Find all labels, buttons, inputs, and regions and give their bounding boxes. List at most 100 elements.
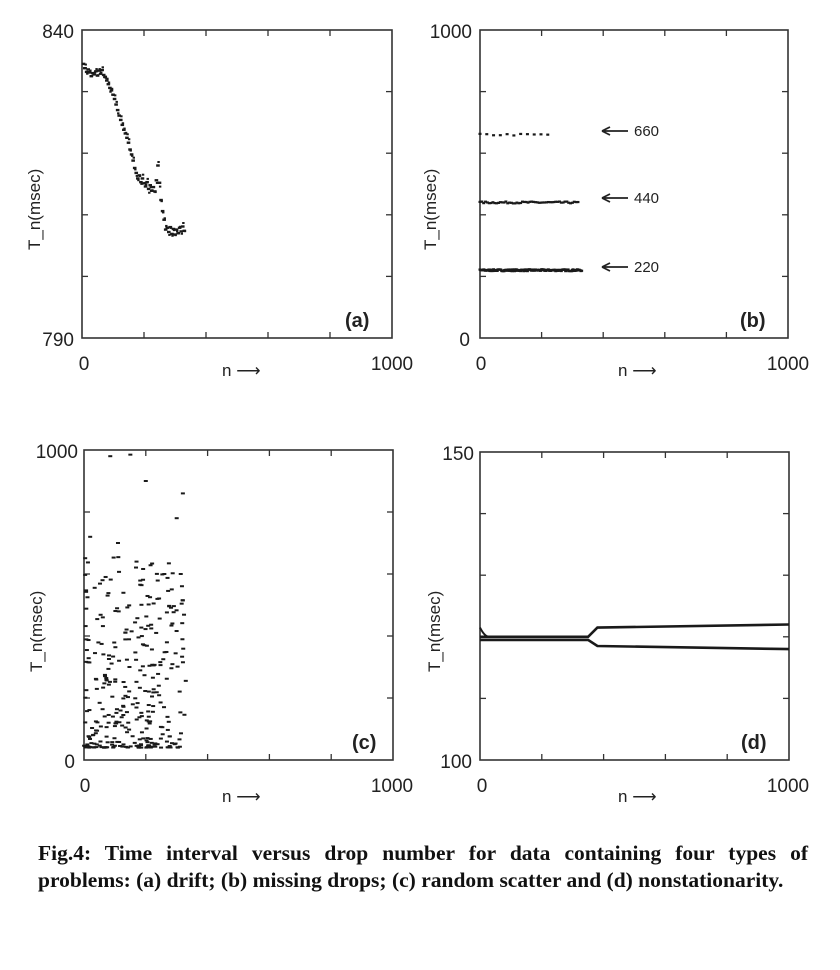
data-lines	[479, 623, 790, 651]
data-point	[489, 201, 493, 205]
data-point	[145, 594, 150, 597]
data-point	[117, 112, 120, 115]
data-point	[154, 572, 159, 575]
data-point	[146, 704, 151, 707]
data-point	[139, 731, 144, 734]
data-point	[98, 72, 103, 75]
figure-caption: Fig.4: Time interval versus drop number …	[38, 841, 808, 892]
data-point	[126, 746, 131, 749]
outlier-point	[162, 573, 167, 575]
data-point	[123, 127, 126, 130]
data-point	[174, 609, 179, 612]
data-point	[143, 181, 146, 184]
data-point	[178, 573, 183, 576]
data-point	[89, 742, 94, 745]
data-point	[103, 75, 108, 79]
data-point	[123, 694, 128, 697]
data-point	[84, 638, 89, 641]
data-point	[127, 638, 132, 641]
data-point	[180, 661, 185, 664]
data-point	[142, 674, 147, 677]
data-point	[113, 722, 118, 725]
data-point	[576, 200, 580, 204]
x-min-label: 0	[79, 354, 90, 375]
data-point	[118, 114, 122, 117]
data-point	[132, 156, 135, 159]
data-point	[145, 180, 149, 184]
data-point	[158, 701, 163, 704]
data-point	[144, 644, 149, 647]
data-point	[500, 201, 504, 204]
data-point	[175, 746, 180, 749]
data-point	[83, 625, 88, 628]
data-point	[165, 728, 170, 731]
data-point	[160, 726, 165, 729]
data-points	[82, 453, 188, 749]
data-point	[168, 746, 173, 749]
data-point	[121, 591, 126, 594]
data-point	[180, 225, 185, 228]
y-min-label: 790	[42, 330, 74, 351]
data-point	[110, 741, 115, 744]
data-point	[101, 653, 106, 656]
data-point	[174, 630, 179, 633]
data-point	[126, 133, 129, 136]
data-point	[177, 738, 182, 741]
data-point	[502, 201, 506, 204]
data-point	[124, 711, 129, 714]
data-point	[180, 232, 184, 235]
data-point	[86, 639, 91, 642]
data-point	[85, 710, 90, 713]
data-point	[160, 209, 165, 213]
data-point	[84, 63, 87, 66]
data-point	[95, 68, 98, 71]
data-point	[559, 201, 563, 204]
data-point	[96, 74, 100, 77]
data-point	[487, 202, 491, 205]
data-point	[138, 579, 143, 582]
x-axis-label-text: n	[222, 787, 231, 806]
data-point	[110, 715, 115, 718]
data-point	[149, 745, 154, 748]
data-point	[146, 710, 151, 713]
data-point	[509, 201, 513, 204]
data-point	[517, 202, 521, 205]
y-axis-label: T_n(msec)	[421, 169, 440, 250]
data-point	[117, 659, 122, 662]
data-point	[148, 184, 152, 187]
data-point	[106, 721, 111, 724]
data-point	[163, 217, 166, 220]
data-point	[106, 667, 111, 670]
data-point	[123, 726, 128, 729]
data-point	[567, 201, 571, 204]
data-point	[114, 711, 119, 714]
plot-frame	[479, 29, 789, 339]
data-point	[89, 69, 92, 72]
data-point	[129, 153, 134, 156]
data-point	[570, 270, 574, 273]
x-min-label: 0	[476, 354, 487, 375]
data-point	[157, 617, 162, 620]
data-point	[565, 200, 569, 203]
data-point	[146, 177, 149, 180]
data-point	[87, 709, 92, 712]
data-point	[173, 652, 178, 655]
data-point	[171, 234, 174, 237]
data-point	[84, 70, 89, 74]
data-point	[150, 695, 155, 698]
data-point	[164, 650, 169, 653]
data-point	[532, 133, 536, 136]
outlier-point	[88, 535, 93, 538]
tick-marks	[82, 30, 392, 338]
data-point	[151, 664, 156, 667]
data-point	[525, 133, 529, 136]
data-point	[132, 166, 137, 170]
data-point	[109, 90, 112, 93]
data-point	[127, 728, 132, 731]
data-point	[158, 664, 163, 667]
data-point	[156, 684, 161, 687]
data-point	[122, 128, 126, 131]
data-point	[522, 200, 526, 204]
data-point	[554, 200, 558, 203]
data-point	[492, 134, 496, 137]
